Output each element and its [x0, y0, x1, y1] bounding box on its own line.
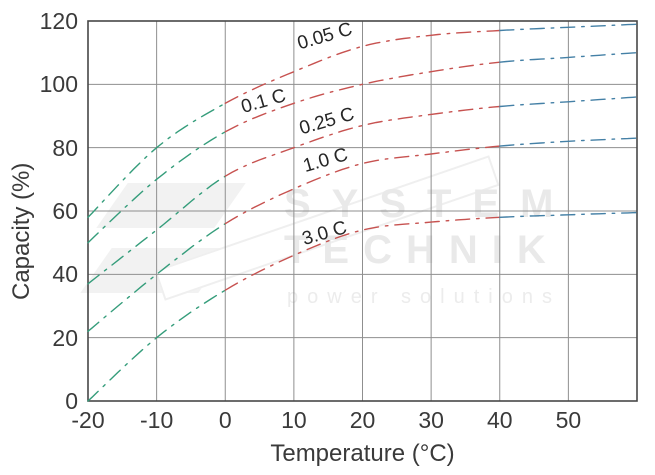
curve-1.0c: [499, 137, 638, 147]
curve-0.05c: [87, 102, 226, 218]
curve-0.1c: [87, 131, 226, 244]
curve-0.25c: [87, 175, 226, 285]
curve-3.0c: [224, 216, 501, 291]
curve-0.05c: [499, 23, 638, 32]
curve-1.0c: [87, 223, 226, 332]
watermark-text-power-solutions: power solutions: [287, 286, 561, 308]
curve-3.0c: [499, 211, 638, 218]
watermark-text-technik: TECHNIK: [284, 228, 560, 272]
curve-3.0c: [87, 289, 226, 402]
curve-0.1c: [499, 52, 638, 63]
watermark-text-system: SYSTEM: [284, 182, 575, 226]
plot-border: [87, 20, 638, 402]
curve-0.25c: [499, 96, 638, 108]
curve-0.1c: [224, 61, 501, 133]
curve-1.0c: [224, 145, 501, 225]
